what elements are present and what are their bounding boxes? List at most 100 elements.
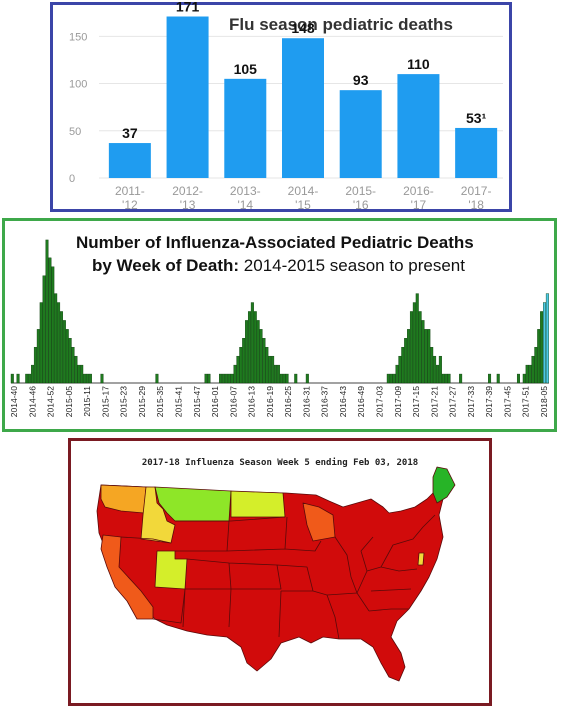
bar bbox=[455, 127, 498, 178]
x-tick-label: '12 bbox=[122, 198, 138, 212]
bar bbox=[224, 373, 228, 384]
subtitle-rest: 2014-2015 season to present bbox=[239, 256, 465, 275]
bar bbox=[534, 347, 538, 384]
bar bbox=[265, 347, 269, 384]
weekly-deaths-chart: Number of Influenza-Associated Pediatric… bbox=[9, 233, 549, 417]
bar bbox=[80, 364, 84, 384]
bar bbox=[531, 355, 535, 384]
bar bbox=[224, 78, 267, 178]
bar bbox=[219, 373, 223, 384]
week-label: 2017-51 bbox=[521, 386, 531, 417]
bar bbox=[45, 239, 49, 384]
bar bbox=[392, 373, 396, 384]
bar bbox=[28, 373, 32, 384]
week-label: 2017-21 bbox=[429, 386, 439, 417]
x-tick-label: 2013- bbox=[230, 184, 261, 198]
x-tick-label: '17 bbox=[411, 198, 427, 212]
week-label: 2015-47 bbox=[192, 386, 202, 417]
bar bbox=[207, 373, 211, 384]
data-label: 105 bbox=[234, 61, 258, 77]
bar bbox=[108, 143, 151, 178]
bar bbox=[83, 373, 87, 384]
y-tick-label: 50 bbox=[69, 126, 81, 138]
week-label: 2017-33 bbox=[466, 386, 476, 417]
y-tick-label: 0 bbox=[69, 173, 75, 185]
bar bbox=[540, 311, 544, 384]
week-label: 2015-17 bbox=[100, 386, 110, 417]
bar bbox=[259, 329, 263, 384]
bar bbox=[415, 293, 419, 384]
x-tick-label: 2012- bbox=[172, 184, 203, 198]
bar bbox=[395, 364, 399, 384]
week-label: 2015-05 bbox=[64, 386, 74, 417]
x-tick-label: '16 bbox=[353, 198, 369, 212]
bar bbox=[25, 373, 29, 384]
bar bbox=[230, 373, 234, 384]
bar bbox=[282, 38, 324, 178]
week-label: 2017-15 bbox=[411, 386, 421, 417]
bar bbox=[77, 364, 81, 384]
chart-subtitle: by Week of Death: 2014-2015 season to pr… bbox=[92, 256, 465, 275]
bar bbox=[294, 373, 298, 384]
bar bbox=[441, 373, 445, 384]
bar bbox=[418, 311, 422, 384]
state-maine bbox=[432, 466, 456, 504]
x-tick-label: 2017- bbox=[461, 184, 492, 198]
bar bbox=[62, 320, 66, 384]
data-label: 53¹ bbox=[466, 110, 487, 126]
y-tick-label: 100 bbox=[69, 79, 87, 91]
bar bbox=[268, 355, 272, 384]
bar bbox=[401, 347, 405, 384]
week-label: 2015-11 bbox=[82, 386, 92, 417]
x-tick-label: '14 bbox=[237, 198, 253, 212]
bar bbox=[528, 364, 532, 384]
bar bbox=[86, 373, 89, 384]
bars: 37 2011-'12 171 2012-'13 105 2013-'14 148 2014-… bbox=[108, 0, 498, 212]
yearly-deaths-chart-panel: Flu season pediatric deaths 0 50 100 150 37… bbox=[50, 0, 512, 212]
bar bbox=[166, 16, 209, 178]
data-label: 148 bbox=[291, 20, 315, 36]
week-label: 2016-25 bbox=[283, 386, 293, 417]
x-tick-label: '18 bbox=[468, 198, 484, 212]
bar bbox=[285, 373, 289, 384]
x-tick-label: '15 bbox=[295, 198, 311, 212]
bar bbox=[71, 347, 75, 384]
bar bbox=[447, 373, 451, 384]
yearly-deaths-chart: Flu season pediatric deaths 0 50 100 150 37… bbox=[69, 0, 503, 212]
bar bbox=[42, 275, 46, 384]
bar bbox=[407, 329, 411, 384]
bar bbox=[100, 373, 104, 384]
bar bbox=[279, 373, 283, 384]
bar bbox=[33, 347, 37, 384]
week-label: 2016-37 bbox=[320, 386, 330, 417]
bar bbox=[236, 355, 240, 384]
x-tick-label: 2015- bbox=[345, 184, 376, 198]
week-label: 2017-39 bbox=[484, 386, 494, 417]
subtitle-bold: by Week of Death: bbox=[92, 256, 239, 275]
us-mainland bbox=[96, 484, 444, 682]
week-label: 2017-45 bbox=[502, 386, 512, 417]
bar bbox=[430, 347, 434, 384]
x-tick-label: '13 bbox=[180, 198, 196, 212]
bar bbox=[39, 302, 43, 384]
x-tick-label: 2016- bbox=[403, 184, 434, 198]
bar bbox=[525, 364, 529, 384]
bars bbox=[10, 239, 549, 384]
bar bbox=[397, 74, 440, 178]
bar bbox=[435, 364, 439, 384]
bar bbox=[424, 329, 428, 384]
bar bbox=[242, 338, 246, 384]
bar bbox=[438, 355, 442, 384]
bar bbox=[305, 373, 309, 384]
bar bbox=[262, 338, 266, 384]
bar bbox=[427, 329, 431, 384]
bar bbox=[339, 90, 382, 178]
bar bbox=[227, 373, 231, 384]
bar bbox=[276, 364, 280, 384]
week-label: 2015-41 bbox=[173, 386, 183, 417]
bar bbox=[253, 311, 257, 384]
bar bbox=[245, 320, 249, 384]
data-label: 93 bbox=[353, 72, 369, 88]
bar bbox=[522, 373, 526, 384]
week-label: 2016-19 bbox=[265, 386, 275, 417]
